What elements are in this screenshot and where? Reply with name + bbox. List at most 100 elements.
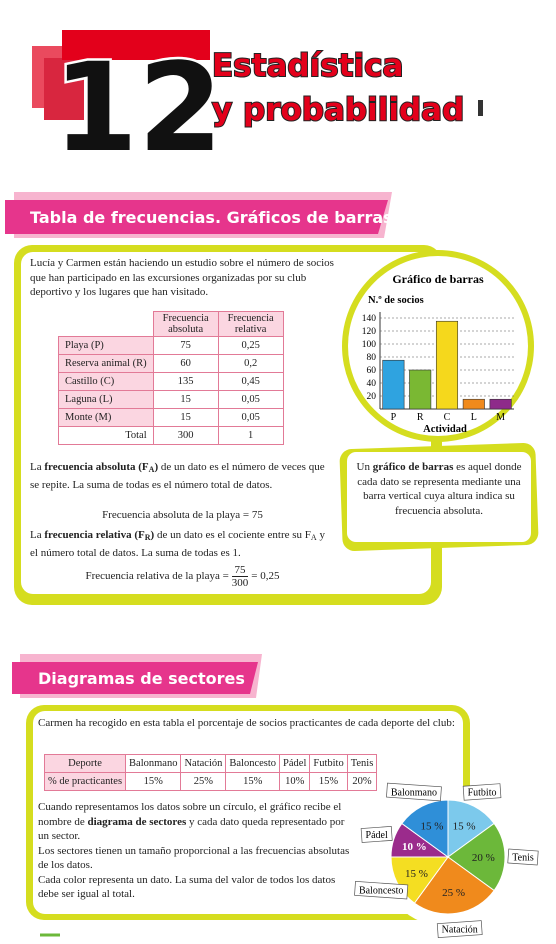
x-tick-label: P — [391, 412, 397, 423]
table-row: Reserva animal (R) 60 0,2 — [58, 354, 284, 373]
table-cell: 15% — [309, 772, 348, 791]
pie-slice — [447, 799, 495, 858]
table-cell: Reserva animal (R) — [58, 354, 154, 373]
pie-slice — [413, 856, 495, 915]
text-run: gráfico de barras — [372, 461, 454, 473]
x-tick-label: C — [444, 412, 451, 423]
fraction: 75 300 — [231, 564, 249, 589]
category-tag — [462, 783, 502, 801]
x-tick-label: L — [471, 412, 477, 423]
slice-label: 10 % — [402, 841, 427, 853]
table-cell: 25% — [180, 772, 227, 791]
table-row: Castillo (C) 135 0,45 — [58, 372, 284, 391]
table-cell: Pádel — [279, 754, 311, 773]
table-row: Deporte Balonmano Natación Baloncesto Pádel F… — [43, 754, 378, 773]
table-cell: 15% — [125, 772, 182, 791]
table-cell: Futbito — [309, 754, 348, 773]
text-run: Los sectores tienen un tamaño proporcion… — [38, 844, 350, 872]
table-row: Laguna (L) 15 0,05 — [58, 390, 284, 409]
table-cell: 60 — [152, 354, 219, 373]
chart-title: Gráfico de barras — [392, 272, 484, 286]
bar — [462, 398, 485, 410]
table-cell: Tenis — [346, 754, 378, 773]
paragraph: Cada color representa un dato. La suma d… — [38, 873, 353, 902]
note: Un gráfico de barras es aquel donde cada… — [352, 460, 526, 518]
category-label: Futbito — [468, 787, 497, 798]
text-run: frecuencia absoluta (F — [44, 461, 149, 473]
section-title: Diagramas de sectores — [38, 669, 245, 688]
y-tick-label: 40 — [367, 379, 377, 389]
y-tick-label: 60 — [367, 366, 377, 376]
table-cell: Monte (M) — [58, 408, 154, 427]
category-label: Natación — [442, 925, 478, 936]
section-title: Tabla de frecuencias. Gráficos de barras — [30, 208, 393, 227]
table-cell: Total — [58, 426, 154, 445]
chapter-title: Estadística — [212, 48, 403, 84]
header-cell: Frecuencia relativa — [217, 311, 284, 337]
slice-label: 15 % — [453, 821, 476, 833]
table-cell: 15 — [152, 408, 219, 427]
y-tick-label: 120 — [362, 327, 377, 337]
category-label: Tenis — [512, 853, 534, 864]
text-run: R — [144, 533, 151, 542]
text-run: es aquel donde cada dato se representa m… — [357, 461, 522, 517]
table-cell: Deporte — [43, 754, 127, 773]
text-run: ) — [154, 461, 159, 473]
bar — [489, 398, 512, 410]
category-tag — [507, 848, 539, 866]
bar — [382, 359, 405, 410]
table-cell: 0,2 — [217, 354, 284, 373]
table-row: Playa (P) 75 0,25 — [58, 336, 284, 355]
text-run: de un dato es el cociente entre su F — [154, 529, 311, 541]
table-cell: 0,05 — [217, 390, 284, 409]
slice-label: 20 % — [472, 852, 495, 864]
slice-label: 15 % — [420, 821, 443, 833]
table-cell: 0,45 — [217, 372, 284, 391]
text-run: Cada color representa un dato. La suma d… — [38, 873, 336, 901]
table-cell: Playa (P) — [58, 336, 154, 355]
formula-text: Frecuencia relativa de la playa = — [85, 570, 229, 583]
definition: La frecuencia relativa (FR) de un dato e… — [30, 528, 335, 560]
y-tick-label: 140 — [362, 314, 377, 324]
pie-slice — [447, 822, 506, 892]
text-run: La — [30, 461, 45, 473]
paragraph: Cuando representamos los datos sobre un … — [38, 800, 353, 844]
header-decoration — [478, 100, 483, 116]
text-run: La — [30, 529, 45, 541]
table-cell: Natación — [180, 754, 227, 773]
table-cell: 75 — [152, 336, 219, 355]
definition: La frecuencia absoluta (FA) de un dato e… — [30, 460, 335, 492]
text-run: y el número total de datos. La suma de t… — [30, 529, 325, 559]
text-run: Cuando representamos los datos sobre un … — [38, 801, 342, 828]
header-decoration — [44, 58, 84, 120]
pie-slice — [401, 799, 449, 858]
x-tick-label: M — [496, 412, 505, 423]
x-tick-label: R — [417, 412, 424, 423]
table-cell: Baloncesto — [225, 754, 281, 773]
text-run: frecuencia relativa (F — [44, 529, 145, 541]
x-axis-label: Actividad — [423, 424, 467, 435]
formula: Frecuencia relativa de la playa = 75 300 = … — [30, 564, 335, 589]
bar — [409, 369, 432, 410]
table-cell: 15 — [152, 390, 219, 409]
bar — [435, 320, 459, 410]
header-cell: Frecuencia absoluta — [152, 311, 219, 337]
category-tag — [436, 920, 483, 938]
table-row: Monte (M) 15 0,05 — [58, 408, 284, 427]
text-run: diagrama de sectores — [87, 815, 187, 828]
category-tag — [386, 782, 442, 802]
header-row: Frecuencia absoluta Frecuencia relativa — [59, 311, 284, 337]
category-label: Baloncesto — [359, 886, 403, 897]
table-cell: 10% — [279, 772, 311, 791]
y-tick-label: 20 — [367, 392, 377, 402]
table-cell: % de practicantes — [43, 772, 127, 791]
table-cell: Laguna (L) — [58, 390, 154, 409]
slice-label: 25 % — [442, 887, 465, 899]
table-cell: 300 — [152, 426, 219, 445]
denominator: 300 — [231, 577, 249, 589]
table-row: % de practicantes 15% 25% 15% 10% 15% 20% — [43, 772, 378, 791]
table-cell: 15% — [225, 772, 281, 791]
explanation: Cuando representamos los datos sobre un … — [38, 800, 353, 902]
text-run: A — [310, 533, 317, 542]
slice-label: 15 % — [405, 868, 428, 880]
